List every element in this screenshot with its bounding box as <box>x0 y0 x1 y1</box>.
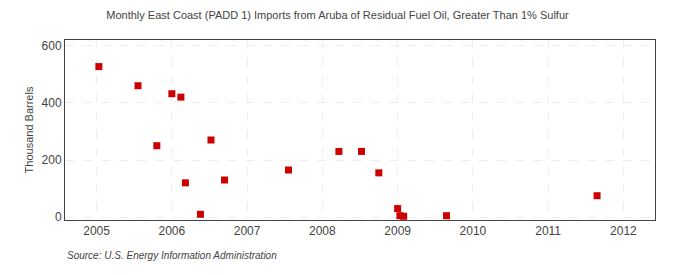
svg-text:2006: 2006 <box>159 224 186 238</box>
svg-text:Source: U.S. Energy Informatio: Source: U.S. Energy Information Administ… <box>67 250 277 261</box>
svg-text:2007: 2007 <box>234 224 261 238</box>
svg-text:0: 0 <box>55 210 62 224</box>
svg-text:Monthly East Coast (PADD 1) Im: Monthly East Coast (PADD 1) Imports from… <box>106 9 569 21</box>
svg-text:400: 400 <box>42 96 62 110</box>
svg-text:2011: 2011 <box>535 224 561 238</box>
svg-text:Thousand Barrels: Thousand Barrels <box>23 86 35 173</box>
svg-text:2010: 2010 <box>460 224 487 238</box>
svg-text:2009: 2009 <box>384 224 411 238</box>
svg-text:2005: 2005 <box>83 224 110 238</box>
svg-text:2008: 2008 <box>309 224 336 238</box>
svg-text:200: 200 <box>42 153 62 167</box>
svg-text:600: 600 <box>42 39 62 53</box>
svg-text:2012: 2012 <box>610 224 637 238</box>
